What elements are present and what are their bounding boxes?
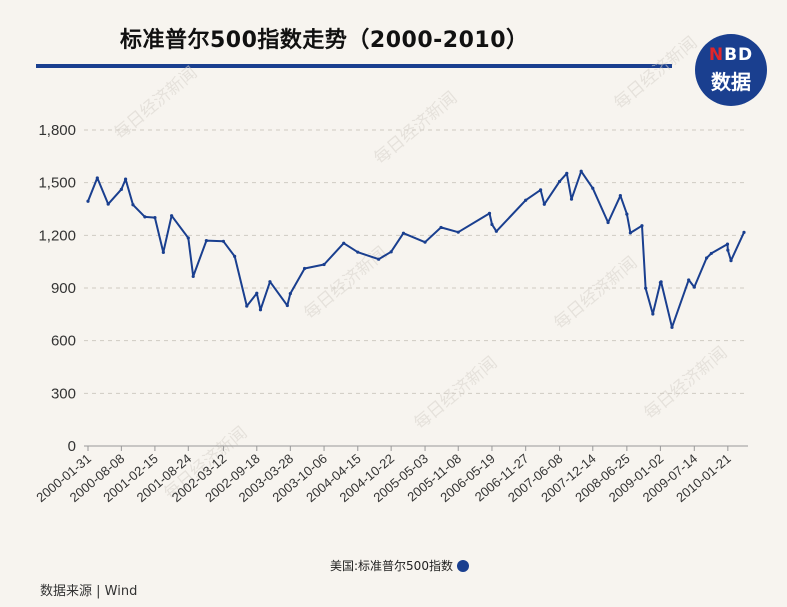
y-tick-label: 900 [51,280,76,297]
data-point [191,274,195,279]
data-point [644,286,648,290]
watermark-text: 每日经济新闻 [550,253,641,334]
data-point [131,203,135,207]
series-line [87,170,745,329]
data-point [258,308,263,312]
legend-swatch [456,560,469,572]
data-point [186,236,190,240]
data-point [377,257,381,261]
data-point [423,240,427,244]
data-point [255,291,259,295]
data-point [557,179,562,184]
data-point [569,197,574,201]
y-tick-label: 0 [68,438,76,455]
chart-title: 标准普尔500指数走势（2000-2010） [120,28,529,53]
y-tick-label: 600 [51,333,76,350]
data-point [245,304,249,308]
y-tick-label: 1,800 [38,122,76,139]
data-point [742,230,746,234]
y-tick-label: 1,500 [38,175,76,192]
data-point [628,231,632,235]
data-point [618,194,622,198]
data-point [439,225,443,230]
data-point [161,250,165,254]
data-point [221,239,226,243]
y-tick-label: 1,200 [38,227,76,244]
data-point [356,250,360,254]
watermark-text: 每日经济新闻 [300,243,391,324]
data-point [288,292,292,296]
data-point [670,325,674,329]
data-point [591,186,595,190]
data-point [725,242,730,246]
data-point [389,250,393,254]
plot-area [86,169,746,329]
data-point [659,280,663,284]
title-underline [36,64,672,68]
data-point [687,278,691,282]
data-point [233,254,237,258]
data-point [640,224,644,228]
x-axis: 2000-01-312000-08-082001-02-152001-08-24… [33,446,734,505]
watermark-text: 每日经济新闻 [610,33,701,114]
gridlines [84,129,748,447]
data-point [268,280,272,284]
data-point [625,212,629,216]
data-point [542,202,546,206]
data-point [565,171,569,175]
data-point [401,231,406,235]
legend-label: 美国:标准普尔500指数 [330,559,453,573]
y-axis: 0 300 600 900 1,200 1,500 1,800 [38,122,76,455]
watermark-text: 每日经济新闻 [110,63,201,144]
data-point [704,256,709,260]
data-point [579,169,583,173]
data-point [95,176,99,180]
data-point [170,214,174,218]
data-point [342,241,346,245]
data-point [456,230,460,234]
y-tick-label: 300 [51,385,76,402]
data-point [606,220,610,225]
data-point [153,216,157,220]
source-note: 数据来源 | Wind [40,584,138,599]
data-point [539,188,543,192]
data-point [106,202,110,206]
data-point [729,259,733,263]
watermark-text: 每日经济新闻 [370,88,461,169]
nbd-logo: NBD 数据 [695,34,767,106]
data-point [285,303,289,308]
data-point [651,312,655,316]
data-point [302,266,307,271]
data-point [490,222,494,227]
data-point [86,199,90,203]
data-point [524,198,528,202]
data-point [726,248,730,252]
data-point [487,211,492,215]
logo-subtext: 数据 [711,70,751,94]
legend: 美国:标准普尔500指数 [330,557,469,574]
data-point [709,251,713,256]
data-point [123,177,128,181]
data-point [494,229,498,233]
logo-wordmark: NBD [708,45,754,65]
data-point [119,187,123,191]
watermark-text: 每日经济新闻 [640,343,731,424]
data-point [204,239,208,243]
data-point [692,285,696,289]
data-point [143,215,147,219]
data-point [322,262,326,267]
